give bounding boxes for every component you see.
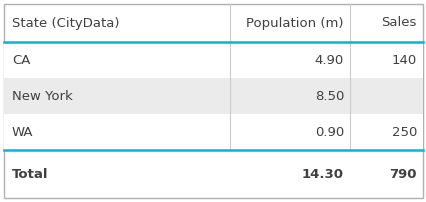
Text: Total: Total xyxy=(12,167,49,181)
Text: 14.30: 14.30 xyxy=(301,167,343,181)
Text: 0.90: 0.90 xyxy=(314,125,343,139)
Text: CA: CA xyxy=(12,54,30,66)
Text: State (CityData): State (CityData) xyxy=(12,17,119,29)
Bar xyxy=(4,114,422,150)
Text: Sales: Sales xyxy=(381,17,416,29)
Text: 250: 250 xyxy=(391,125,416,139)
Text: WA: WA xyxy=(12,125,33,139)
Bar xyxy=(4,42,422,78)
Text: New York: New York xyxy=(12,89,72,102)
Bar xyxy=(4,78,422,114)
Text: Population (m): Population (m) xyxy=(246,17,343,29)
Text: 4.90: 4.90 xyxy=(314,54,343,66)
Text: 8.50: 8.50 xyxy=(314,89,343,102)
Text: 140: 140 xyxy=(391,54,416,66)
Text: 790: 790 xyxy=(389,167,416,181)
